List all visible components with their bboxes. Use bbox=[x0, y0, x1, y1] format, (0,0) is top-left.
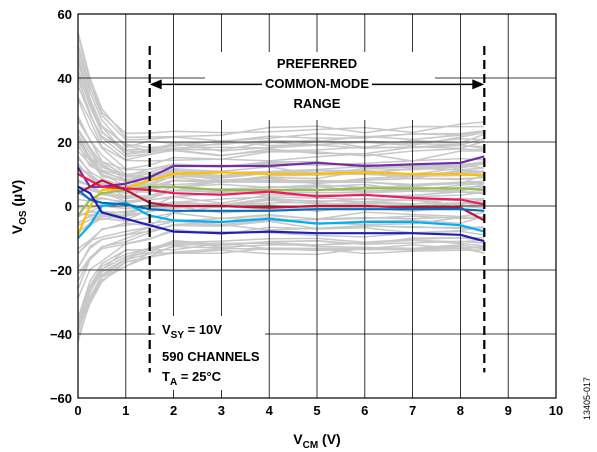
x-tick-label: 2 bbox=[170, 403, 177, 418]
series-line-5 bbox=[77, 179, 485, 222]
x-tick-label: 3 bbox=[218, 403, 225, 418]
y-tick-label: 40 bbox=[58, 71, 72, 86]
series-line-8 bbox=[77, 185, 485, 243]
condition-ta: TA = 25°C bbox=[162, 369, 222, 388]
y-tick-label: −60 bbox=[50, 391, 72, 406]
x-tick-label: 8 bbox=[457, 403, 464, 418]
series-line-3 bbox=[77, 185, 485, 217]
x-axis-label: VCM (V) bbox=[293, 431, 340, 451]
series-line-2 bbox=[76, 171, 485, 236]
range-label-line2: COMMON-MODE bbox=[265, 76, 369, 91]
figure-id: 13405-017 bbox=[582, 377, 592, 420]
x-tick-label: 5 bbox=[313, 403, 320, 418]
highlighted-series bbox=[76, 155, 485, 243]
series-line-4 bbox=[77, 173, 485, 206]
arrow-head-right bbox=[472, 79, 485, 90]
background-channel-line bbox=[77, 239, 485, 325]
y-tick-label: 60 bbox=[58, 7, 72, 22]
series-line-7 bbox=[77, 189, 485, 212]
x-tick-label: 7 bbox=[409, 403, 416, 418]
range-label-line3: RANGE bbox=[294, 96, 341, 111]
range-markers bbox=[148, 46, 486, 373]
x-tick-label: 4 bbox=[266, 403, 274, 418]
y-tick-label: 0 bbox=[65, 199, 72, 214]
x-tick-label: 1 bbox=[122, 403, 129, 418]
x-tick-label: 0 bbox=[74, 403, 81, 418]
background-channel-line bbox=[77, 239, 485, 328]
y-tick-label: −20 bbox=[50, 263, 72, 278]
condition-vsy: VSY = 10V bbox=[162, 322, 222, 341]
range-arrow bbox=[149, 79, 485, 90]
range-label-line1: PREFERRED bbox=[277, 56, 357, 71]
background-channel-line bbox=[77, 246, 485, 340]
y-tick-label: −40 bbox=[50, 327, 72, 342]
x-tick-label: 6 bbox=[361, 403, 368, 418]
series-line-6 bbox=[77, 201, 485, 239]
y-axis-label: VOS (µV) bbox=[9, 180, 29, 234]
plot-border bbox=[77, 13, 557, 399]
x-tick-label: 9 bbox=[505, 403, 512, 418]
y-tick-label: 20 bbox=[58, 135, 72, 150]
tick-labels: 0 1 2 3 4 5 6 7 8 9 10 −60 −40 −20 0 20 40 60 bbox=[50, 7, 563, 418]
x-tick-label: 10 bbox=[549, 403, 563, 418]
annotation-background bbox=[205, 52, 435, 120]
condition-channels: 590 CHANNELS bbox=[162, 349, 260, 364]
conditions-background bbox=[155, 316, 265, 390]
arrow-head-left bbox=[149, 79, 162, 90]
